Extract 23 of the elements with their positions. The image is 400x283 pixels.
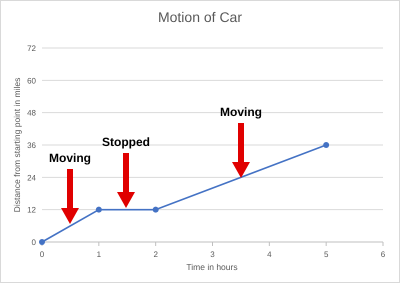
y-tick-label: 48 — [27, 108, 37, 118]
x-tick-label: 1 — [96, 250, 102, 259]
chart-title: Motion of Car — [158, 9, 242, 25]
x-tick-label: 2 — [153, 250, 158, 259]
x-tick-label: 4 — [267, 250, 272, 259]
x-tick-label: 3 — [210, 250, 216, 259]
x-tick-label: 5 — [324, 250, 329, 259]
y-tick-label: 72 — [27, 44, 37, 53]
x-tick-label: 0 — [40, 250, 45, 259]
point — [323, 142, 330, 148]
annotation: Moving — [49, 151, 91, 165]
annotation: Moving — [220, 105, 262, 119]
point — [152, 206, 159, 213]
y-tick-label: 12 — [27, 206, 37, 215]
x-axis-title: Time in hours — [186, 262, 238, 272]
y-axis-title: Distance from starting point in miles — [12, 78, 22, 212]
y-tick-label: 36 — [27, 141, 37, 150]
y-tick-label: 60 — [27, 76, 37, 86]
point — [96, 206, 102, 213]
y-tick-label: 0 — [32, 238, 37, 247]
y-tick-label: 24 — [27, 173, 37, 182]
annotation: Stopped — [102, 135, 150, 149]
x-tick-label: 6 — [380, 250, 386, 259]
